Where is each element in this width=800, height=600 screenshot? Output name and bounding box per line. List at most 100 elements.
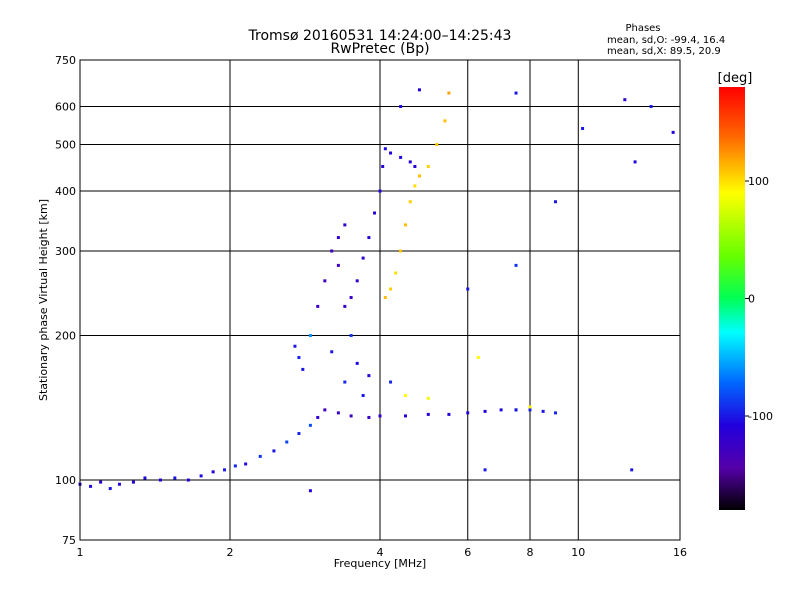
- scatter-point: [361, 256, 365, 260]
- scatter-point: [343, 304, 347, 308]
- y-tick-label: 200: [55, 330, 76, 343]
- scatter-point: [399, 155, 403, 159]
- y-tick-label: 750: [55, 54, 76, 67]
- scatter-point: [403, 223, 407, 227]
- scatter-point: [623, 98, 627, 102]
- scatter-point: [272, 449, 276, 453]
- scatter-point: [378, 189, 382, 193]
- scatter-point: [285, 440, 289, 444]
- scatter-point: [476, 355, 480, 359]
- plot-frame: [79, 59, 681, 541]
- scatter-point: [553, 411, 557, 415]
- scatter-point: [186, 478, 190, 482]
- scatter-point: [131, 480, 135, 484]
- scatter-point: [466, 411, 470, 415]
- scatter-point: [553, 200, 557, 204]
- x-tick-label: 6: [464, 546, 471, 559]
- scatter-point: [336, 263, 340, 267]
- scatter-point: [389, 380, 393, 384]
- scatter-point: [117, 482, 121, 486]
- plot-area: 1 2 4 6 8 10 16 75 100 200 300 400 500 600 750: [55, 54, 687, 559]
- scatter-point: [308, 489, 312, 493]
- scatter-point: [383, 296, 387, 300]
- x-axis-label: Frequency [MHz]: [334, 557, 426, 570]
- scatter-point: [258, 454, 262, 458]
- scatter-point: [630, 468, 634, 472]
- chart-title-line1: Tromsø 20160531 14:24:00–14:25:43: [248, 28, 512, 44]
- scatter-point: [483, 468, 487, 472]
- scatter-point: [343, 223, 347, 227]
- scatter-point: [349, 296, 353, 300]
- scatter-point: [308, 423, 312, 427]
- colorbar-ticks: 100 0 -100: [745, 175, 773, 423]
- scatter-point: [330, 249, 334, 253]
- scatter-point: [514, 408, 518, 412]
- scatter-point: [403, 414, 407, 418]
- scatter-point: [581, 126, 585, 130]
- x-tick-labels: 1 2 4 6 8 10 16: [77, 546, 688, 559]
- colorbar-tick-label: -100: [748, 410, 773, 423]
- scatter-point: [514, 91, 518, 95]
- scatter-point: [413, 164, 417, 168]
- scatter-point: [244, 462, 248, 466]
- scatter-point: [408, 160, 412, 164]
- stats-x-line: mean, sd,X: 89.5, 20.9: [607, 46, 721, 57]
- scatter-point: [483, 409, 487, 413]
- scatter-point: [403, 394, 407, 398]
- scatter-point: [323, 279, 327, 283]
- scatter-point: [383, 147, 387, 151]
- scatter-point: [426, 164, 430, 168]
- scatter-point: [223, 468, 227, 472]
- scatter-point: [323, 408, 327, 412]
- scatter-point: [158, 478, 162, 482]
- scatter-point: [297, 355, 301, 359]
- scatter-point: [435, 143, 439, 147]
- scatter-point: [417, 88, 421, 92]
- chart-title-line2: RwPretec (Bp): [330, 41, 429, 57]
- scatter-point: [349, 414, 353, 418]
- x-tick-label: 2: [227, 546, 234, 559]
- grid-lines: [80, 60, 680, 540]
- scatter-point: [447, 412, 451, 416]
- x-tick-label: 1: [77, 546, 84, 559]
- scatter-point: [389, 287, 393, 291]
- y-tick-label: 600: [55, 101, 76, 114]
- scatter-point: [233, 464, 237, 468]
- scatter-point: [89, 484, 93, 488]
- scatter-point: [355, 361, 359, 365]
- scatter-point: [99, 480, 103, 484]
- scatter-point: [466, 287, 470, 291]
- x-tick-label: 4: [377, 546, 384, 559]
- scatter-point: [408, 200, 412, 204]
- scatter-point: [367, 374, 371, 378]
- scatter-point: [316, 415, 320, 419]
- scatter-point: [399, 249, 403, 253]
- colorbar-tick-label: 0: [748, 293, 755, 306]
- colorbar-unit-label: [deg]: [718, 71, 753, 86]
- scatter-point: [447, 91, 451, 95]
- scatter-point: [108, 487, 112, 491]
- scatter-point: [211, 470, 215, 474]
- scatter-point: [417, 174, 421, 178]
- scatter-point: [499, 408, 503, 412]
- y-tick-label: 400: [55, 185, 76, 198]
- scatter-point: [308, 334, 312, 338]
- scatter-point: [361, 394, 365, 398]
- scatter-point: [143, 476, 147, 480]
- scatter-point: [633, 160, 637, 164]
- scatter-point: [199, 474, 203, 478]
- scatter-point: [671, 130, 675, 134]
- scatter-point: [367, 415, 371, 419]
- scatter-point: [399, 105, 403, 109]
- scatter-point: [413, 184, 417, 188]
- scatter-points: [78, 88, 675, 493]
- scatter-point: [373, 211, 377, 215]
- y-tick-label: 300: [55, 245, 76, 258]
- scatter-point: [381, 164, 385, 168]
- scatter-point: [443, 119, 447, 123]
- scatter-point: [349, 334, 353, 338]
- y-tick-label: 500: [55, 139, 76, 152]
- scatter-point: [426, 396, 430, 400]
- x-tick-label: 10: [571, 546, 585, 559]
- y-tick-label: 100: [55, 474, 76, 487]
